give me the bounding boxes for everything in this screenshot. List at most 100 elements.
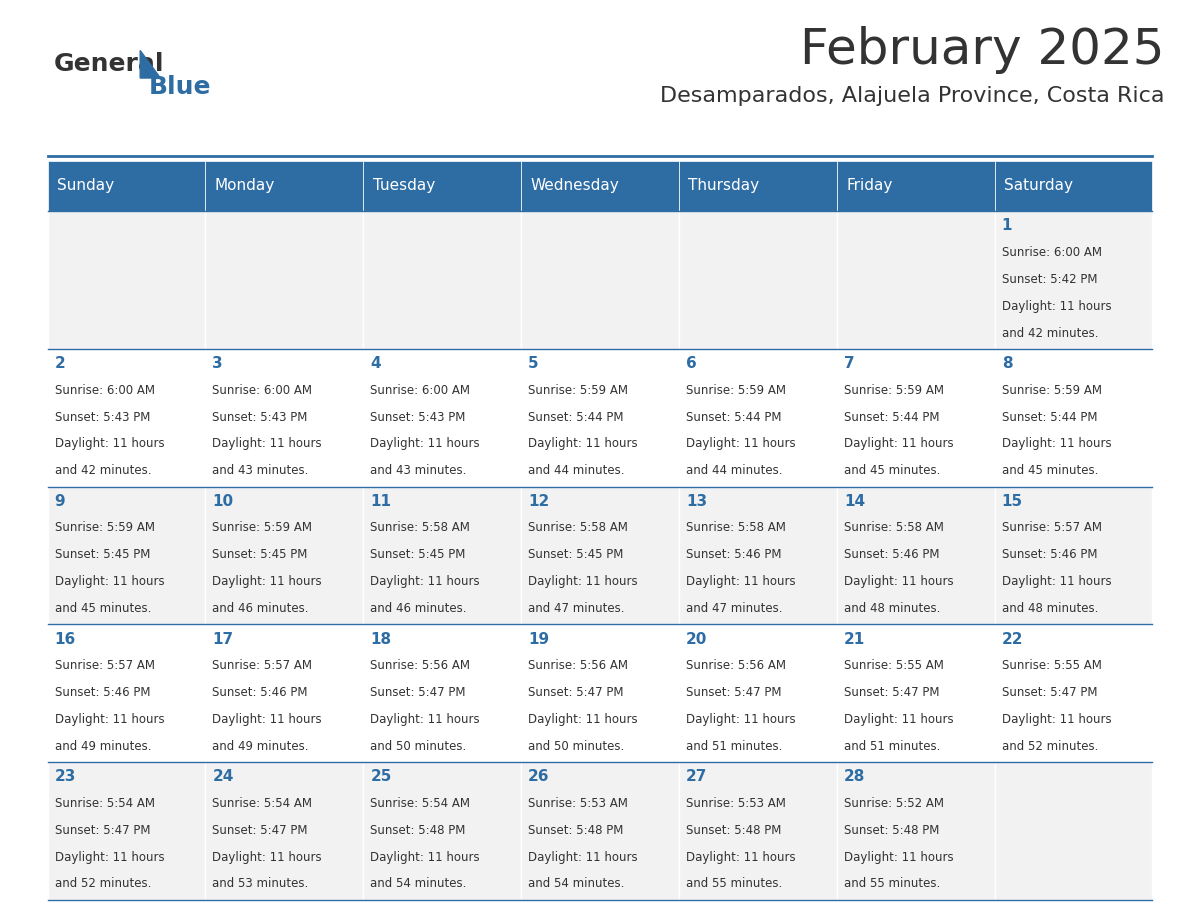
Text: Daylight: 11 hours: Daylight: 11 hours <box>1001 575 1111 588</box>
Text: Sunrise: 5:56 AM: Sunrise: 5:56 AM <box>529 659 628 672</box>
Text: Sunrise: 5:58 AM: Sunrise: 5:58 AM <box>685 521 785 534</box>
Text: Sunrise: 5:57 AM: Sunrise: 5:57 AM <box>1001 521 1101 534</box>
Text: Sunset: 5:43 PM: Sunset: 5:43 PM <box>371 410 466 423</box>
Bar <box>522 762 678 900</box>
Text: 2: 2 <box>55 356 65 371</box>
Text: and 43 minutes.: and 43 minutes. <box>371 465 467 477</box>
Text: Sunset: 5:45 PM: Sunset: 5:45 PM <box>371 548 466 561</box>
Text: and 42 minutes.: and 42 minutes. <box>1001 327 1098 340</box>
Bar <box>678 487 836 624</box>
Text: Saturday: Saturday <box>1004 178 1073 194</box>
Text: Wednesday: Wednesday <box>531 178 619 194</box>
Text: and 45 minutes.: and 45 minutes. <box>1001 465 1098 477</box>
Text: 13: 13 <box>685 494 707 509</box>
Text: and 52 minutes.: and 52 minutes. <box>1001 740 1098 753</box>
Text: Sunrise: 5:58 AM: Sunrise: 5:58 AM <box>843 521 943 534</box>
Bar <box>836 349 994 487</box>
Text: Daylight: 11 hours: Daylight: 11 hours <box>213 575 322 588</box>
Text: General: General <box>53 52 164 76</box>
Text: Sunset: 5:43 PM: Sunset: 5:43 PM <box>55 410 150 423</box>
Text: Sunrise: 5:55 AM: Sunrise: 5:55 AM <box>843 659 943 672</box>
Text: Sunrise: 6:00 AM: Sunrise: 6:00 AM <box>371 384 470 397</box>
Text: Daylight: 11 hours: Daylight: 11 hours <box>529 712 638 726</box>
Bar <box>206 624 364 762</box>
Text: February 2025: February 2025 <box>800 27 1164 74</box>
Text: Daylight: 11 hours: Daylight: 11 hours <box>1001 438 1111 451</box>
Text: Sunrise: 5:59 AM: Sunrise: 5:59 AM <box>1001 384 1101 397</box>
Text: and 55 minutes.: and 55 minutes. <box>843 878 940 890</box>
Text: Daylight: 11 hours: Daylight: 11 hours <box>685 712 796 726</box>
Bar <box>678 624 836 762</box>
Text: and 51 minutes.: and 51 minutes. <box>685 740 783 753</box>
Text: Daylight: 11 hours: Daylight: 11 hours <box>685 438 796 451</box>
Text: and 50 minutes.: and 50 minutes. <box>371 740 467 753</box>
Text: Thursday: Thursday <box>688 178 759 194</box>
Text: and 45 minutes.: and 45 minutes. <box>843 465 940 477</box>
Text: Daylight: 11 hours: Daylight: 11 hours <box>213 712 322 726</box>
Text: and 49 minutes.: and 49 minutes. <box>55 740 151 753</box>
Text: Sunset: 5:47 PM: Sunset: 5:47 PM <box>371 686 466 699</box>
Text: and 47 minutes.: and 47 minutes. <box>529 602 625 615</box>
Bar <box>678 349 836 487</box>
Text: Sunset: 5:47 PM: Sunset: 5:47 PM <box>55 823 150 836</box>
Bar <box>364 211 522 349</box>
Text: Sunrise: 5:59 AM: Sunrise: 5:59 AM <box>685 384 786 397</box>
Bar <box>678 211 836 349</box>
Text: Daylight: 11 hours: Daylight: 11 hours <box>529 575 638 588</box>
Text: Sunrise: 5:59 AM: Sunrise: 5:59 AM <box>529 384 628 397</box>
Bar <box>206 161 364 211</box>
Bar <box>48 349 206 487</box>
Text: and 49 minutes.: and 49 minutes. <box>213 740 309 753</box>
Text: Daylight: 11 hours: Daylight: 11 hours <box>1001 300 1111 313</box>
Bar <box>48 211 206 349</box>
Text: Sunset: 5:42 PM: Sunset: 5:42 PM <box>1001 273 1098 285</box>
Text: 21: 21 <box>843 632 865 646</box>
Text: and 44 minutes.: and 44 minutes. <box>685 465 783 477</box>
Text: Sunrise: 5:53 AM: Sunrise: 5:53 AM <box>529 797 628 810</box>
Text: 7: 7 <box>843 356 854 371</box>
Text: Sunrise: 5:54 AM: Sunrise: 5:54 AM <box>371 797 470 810</box>
Text: Sunrise: 5:55 AM: Sunrise: 5:55 AM <box>1001 659 1101 672</box>
Text: Daylight: 11 hours: Daylight: 11 hours <box>371 438 480 451</box>
Text: Sunset: 5:45 PM: Sunset: 5:45 PM <box>213 548 308 561</box>
Text: Daylight: 11 hours: Daylight: 11 hours <box>843 850 954 864</box>
Text: Tuesday: Tuesday <box>373 178 435 194</box>
Bar <box>364 762 522 900</box>
Text: Daylight: 11 hours: Daylight: 11 hours <box>685 575 796 588</box>
Bar <box>522 161 678 211</box>
Text: and 54 minutes.: and 54 minutes. <box>529 878 625 890</box>
Text: and 43 minutes.: and 43 minutes. <box>213 465 309 477</box>
Text: Sunset: 5:47 PM: Sunset: 5:47 PM <box>213 823 308 836</box>
Bar <box>522 349 678 487</box>
Text: Daylight: 11 hours: Daylight: 11 hours <box>529 438 638 451</box>
Text: 16: 16 <box>55 632 76 646</box>
Text: 27: 27 <box>685 769 707 784</box>
Text: Sunrise: 5:59 AM: Sunrise: 5:59 AM <box>843 384 943 397</box>
Text: Sunset: 5:45 PM: Sunset: 5:45 PM <box>55 548 150 561</box>
Bar <box>522 211 678 349</box>
Text: Sunrise: 5:59 AM: Sunrise: 5:59 AM <box>213 521 312 534</box>
Text: Monday: Monday <box>215 178 276 194</box>
Text: and 50 minutes.: and 50 minutes. <box>529 740 625 753</box>
Text: 1: 1 <box>1001 218 1012 233</box>
Text: and 53 minutes.: and 53 minutes. <box>213 878 309 890</box>
Text: Sunset: 5:48 PM: Sunset: 5:48 PM <box>843 823 940 836</box>
Text: Sunrise: 5:54 AM: Sunrise: 5:54 AM <box>213 797 312 810</box>
Text: Daylight: 11 hours: Daylight: 11 hours <box>371 712 480 726</box>
Text: Daylight: 11 hours: Daylight: 11 hours <box>55 712 164 726</box>
Text: Sunset: 5:46 PM: Sunset: 5:46 PM <box>843 548 940 561</box>
Text: 22: 22 <box>1001 632 1023 646</box>
Text: 24: 24 <box>213 769 234 784</box>
Text: Sunset: 5:47 PM: Sunset: 5:47 PM <box>843 686 940 699</box>
Bar <box>836 624 994 762</box>
Text: Sunrise: 6:00 AM: Sunrise: 6:00 AM <box>55 384 154 397</box>
Text: Sunday: Sunday <box>57 178 114 194</box>
Text: Daylight: 11 hours: Daylight: 11 hours <box>371 575 480 588</box>
Text: 5: 5 <box>529 356 539 371</box>
Bar <box>206 211 364 349</box>
Text: Daylight: 11 hours: Daylight: 11 hours <box>213 850 322 864</box>
Text: Daylight: 11 hours: Daylight: 11 hours <box>55 438 164 451</box>
Text: 3: 3 <box>213 356 223 371</box>
Bar <box>48 624 206 762</box>
Text: 20: 20 <box>685 632 707 646</box>
